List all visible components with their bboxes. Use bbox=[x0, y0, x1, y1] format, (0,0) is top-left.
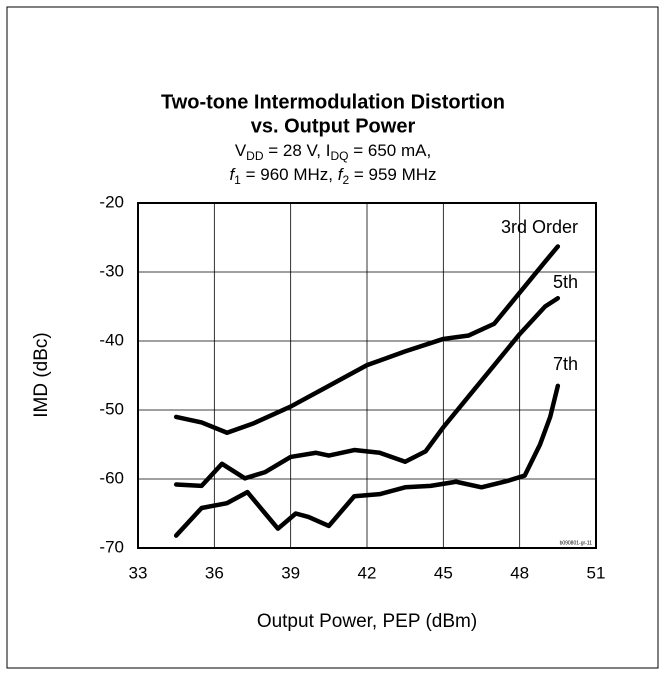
subtitle-text: = 28 V, I bbox=[264, 141, 331, 160]
x-tick-label: 36 bbox=[205, 563, 224, 582]
subtitle-text: = 960 MHz, bbox=[241, 165, 338, 184]
y-tick-label: -50 bbox=[99, 399, 124, 418]
chart-title: Two-tone Intermodulation Distortion bbox=[161, 91, 505, 113]
y-tick-label: -40 bbox=[99, 330, 124, 349]
figure-code: b090801-gr-11 bbox=[560, 540, 593, 546]
subscript: 2 bbox=[342, 173, 349, 187]
subtitle-text: V bbox=[235, 141, 247, 160]
series-label: 3rd Order bbox=[501, 217, 578, 237]
chart-title: vs. Output Power bbox=[251, 115, 416, 137]
subscript: DQ bbox=[330, 149, 348, 163]
italic-text: f bbox=[338, 165, 345, 184]
chart-subtitle: f1 = 960 MHz, f2 = 959 MHz bbox=[229, 165, 436, 187]
frame bbox=[6, 6, 659, 669]
y-axis-label: IMD (dBc) bbox=[31, 332, 52, 418]
y-tick-label: -30 bbox=[99, 261, 124, 280]
y-tick-label: -60 bbox=[99, 468, 124, 487]
italic-text: f bbox=[229, 165, 236, 184]
subscript: DD bbox=[246, 149, 264, 163]
y-tick-label: -70 bbox=[99, 537, 124, 556]
series-label: 7th bbox=[553, 354, 578, 374]
subtitle-text: = 650 mA, bbox=[348, 141, 431, 160]
subscript: 1 bbox=[234, 173, 241, 187]
x-tick-label: 51 bbox=[587, 563, 606, 582]
x-tick-label: 39 bbox=[281, 563, 300, 582]
series-label: 5th bbox=[553, 272, 578, 292]
y-tick-label: -20 bbox=[99, 192, 124, 211]
series-line bbox=[173, 244, 561, 436]
x-axis-label: Output Power, PEP (dBm) bbox=[257, 611, 477, 632]
subtitle-text: = 959 MHz bbox=[349, 165, 436, 184]
chart-subtitle: VDD = 28 V, IDQ = 650 mA, bbox=[235, 141, 431, 163]
x-tick-label: 48 bbox=[510, 563, 529, 582]
plot-area bbox=[137, 202, 597, 549]
series-line bbox=[173, 295, 561, 489]
x-tick-label: 45 bbox=[434, 563, 453, 582]
x-tick-label: 33 bbox=[129, 563, 148, 582]
series-line bbox=[173, 383, 561, 538]
x-tick-label: 42 bbox=[358, 563, 377, 582]
